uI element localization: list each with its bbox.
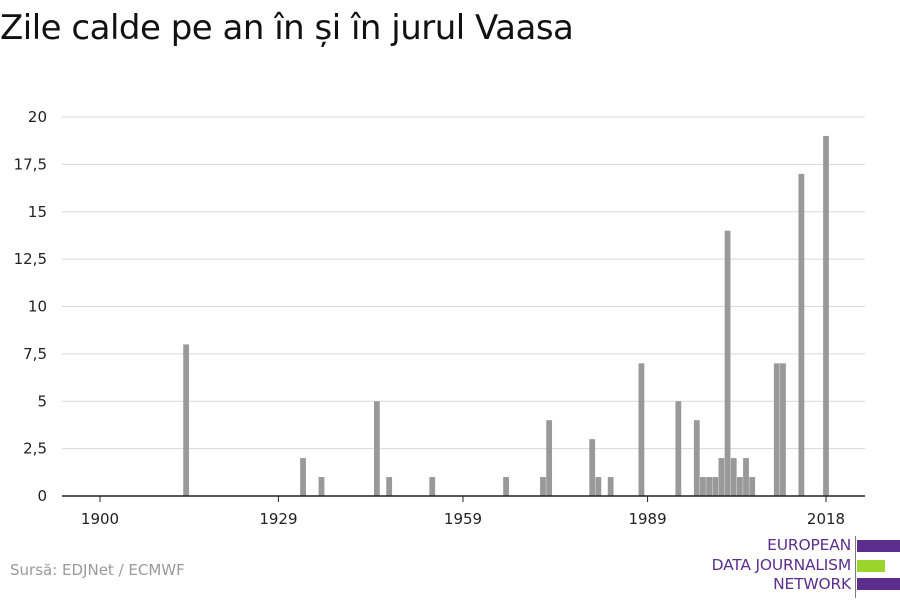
x-tick-label: 1989	[628, 510, 666, 528]
bar	[798, 173, 805, 496]
bar	[693, 420, 700, 496]
bar-chart: 0 2,5 5 7,5 10 12,5 15 17,5 20 1900 1929 1959 1989 2…	[14, 108, 865, 528]
bar	[183, 344, 190, 496]
bar	[749, 477, 756, 496]
bars	[183, 135, 829, 496]
edjnet-logo: EUROPEAN DATA JOURNALISM NETWORK	[700, 536, 900, 598]
bar	[595, 477, 602, 496]
x-tick-label: 1929	[259, 510, 297, 528]
bar	[318, 477, 325, 496]
bar	[780, 363, 786, 496]
bar	[386, 477, 393, 496]
bar	[700, 477, 706, 496]
logo-line-3: NETWORK	[773, 575, 851, 593]
bar	[743, 458, 749, 496]
gridlines	[62, 116, 865, 450]
logo-bar-bottom	[857, 578, 900, 590]
y-tick-label: 10	[28, 298, 47, 316]
bar	[712, 477, 719, 496]
logo-divider	[855, 536, 856, 598]
logo-text: EUROPEAN DATA JOURNALISM NETWORK	[711, 536, 852, 595]
bar	[300, 458, 306, 496]
logo-line-1: EUROPEAN	[767, 536, 851, 554]
x-tick-label: 1959	[444, 510, 482, 528]
x-axis: 1900 1929 1959 1989 2018	[62, 495, 865, 528]
bar	[773, 363, 780, 496]
y-tick-label: 0	[37, 487, 47, 505]
y-tick-label: 7,5	[23, 345, 47, 363]
bar	[546, 420, 553, 496]
logo-bar-middle	[857, 560, 885, 572]
bar	[736, 477, 743, 496]
bar	[589, 439, 596, 496]
y-tick-label: 5	[37, 392, 47, 410]
bar	[638, 363, 645, 496]
y-tick-label: 15	[28, 203, 47, 221]
bar	[503, 477, 509, 496]
x-tick-label: 2018	[807, 510, 845, 528]
y-tick-label: 17,5	[14, 155, 47, 173]
bar	[675, 401, 682, 496]
bar	[373, 401, 380, 496]
y-tick-label: 12,5	[14, 250, 47, 268]
bar	[540, 477, 546, 496]
source-note: Sursă: EDJNet / ECMWF	[10, 561, 185, 579]
logo-line-2: DATA JOURNALISM	[711, 555, 852, 574]
bar	[823, 135, 829, 496]
y-tick-label: 20	[28, 108, 47, 126]
y-tick-label: 2,5	[23, 440, 47, 458]
x-tick-label: 1900	[81, 510, 119, 528]
bar	[730, 458, 737, 496]
bar	[706, 477, 713, 496]
y-axis-labels: 0 2,5 5 7,5 10 12,5 15 17,5 20	[14, 108, 47, 505]
bar	[429, 477, 436, 496]
chart-title: Zile calde pe an în și în jurul Vaasa	[0, 8, 574, 48]
bar	[724, 230, 731, 496]
logo-bar-top	[857, 540, 900, 552]
bar	[607, 477, 614, 496]
bar	[718, 458, 725, 496]
